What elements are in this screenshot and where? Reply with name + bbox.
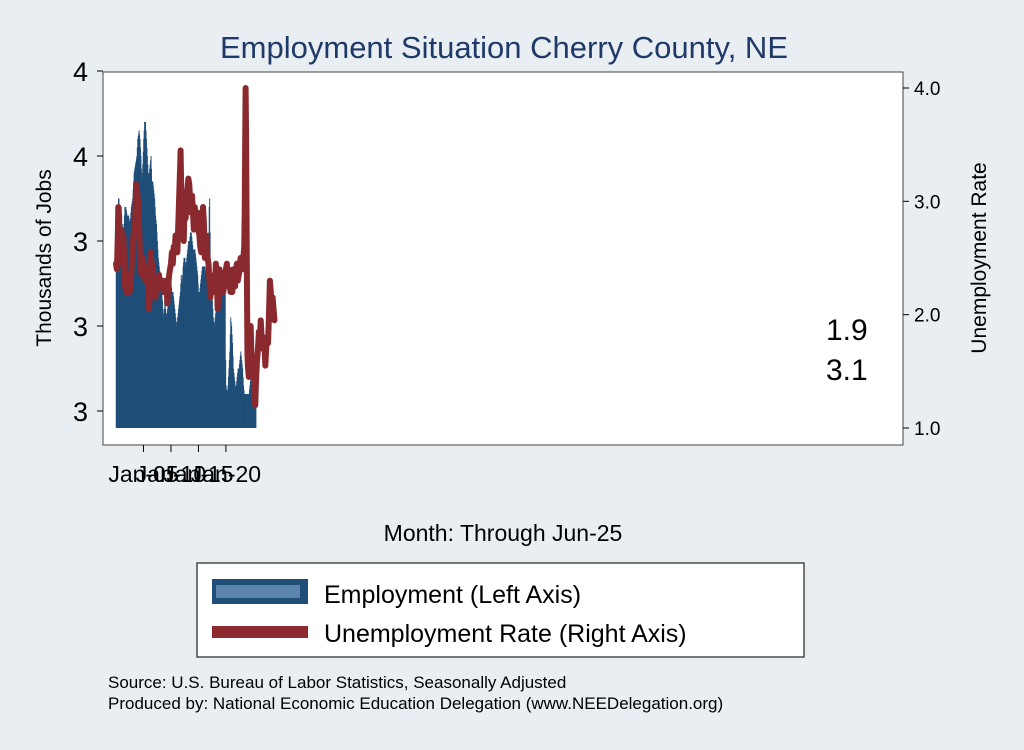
unemployment-line (113, 85, 278, 409)
legend-swatch-unemployment (212, 626, 308, 638)
right-tick-label: 1.0 (914, 419, 940, 440)
x-tick-label: Jan-15 (163, 461, 233, 487)
legend-label-unemployment: Unemployment Rate (Right Axis) (324, 620, 687, 648)
unemployment-series (113, 85, 278, 409)
right-axis-title: Unemployment Rate (968, 162, 991, 353)
left-tick-label: 3 (73, 312, 88, 342)
left-axis-title: Thousands of Jobs (33, 169, 56, 346)
x-tick-label: Jan-05 (108, 461, 178, 487)
legend: Employment (Left Axis) Unemployment Rate… (196, 562, 805, 658)
legend-label-employment: Employment (Left Axis) (324, 581, 581, 609)
right-axis: 1.0 2.0 3.0 4.0 (903, 79, 940, 440)
employment-end-label: 3.1 (826, 354, 868, 387)
left-tick-label: 3 (73, 397, 88, 427)
footnote-source: Source: U.S. Bureau of Labor Statistics,… (108, 673, 566, 692)
x-tick-label: Jan-20 (191, 461, 261, 487)
x-axis-title: Month: Through Jun-25 (384, 520, 623, 546)
legend-swatch-employment-highlight (216, 585, 300, 598)
legend-box (196, 562, 805, 658)
right-tick-label: 4.0 (914, 79, 940, 100)
right-tick-label: 3.0 (914, 192, 940, 213)
x-tick-label: Jan-10 (136, 461, 206, 487)
left-tick-label: 3 (73, 227, 88, 257)
unemployment-end-label: 1.9 (826, 314, 868, 347)
employment-bars (115, 122, 257, 429)
footnote-producer: Produced by: National Economic Education… (108, 694, 723, 713)
left-axis: 3 3 3 4 4 (73, 57, 103, 427)
left-tick-label: 4 (73, 142, 88, 172)
right-tick-label: 2.0 (914, 306, 940, 327)
left-tick-label: 4 (73, 57, 88, 87)
chart-title: Employment Situation Cherry County, NE (220, 30, 788, 65)
